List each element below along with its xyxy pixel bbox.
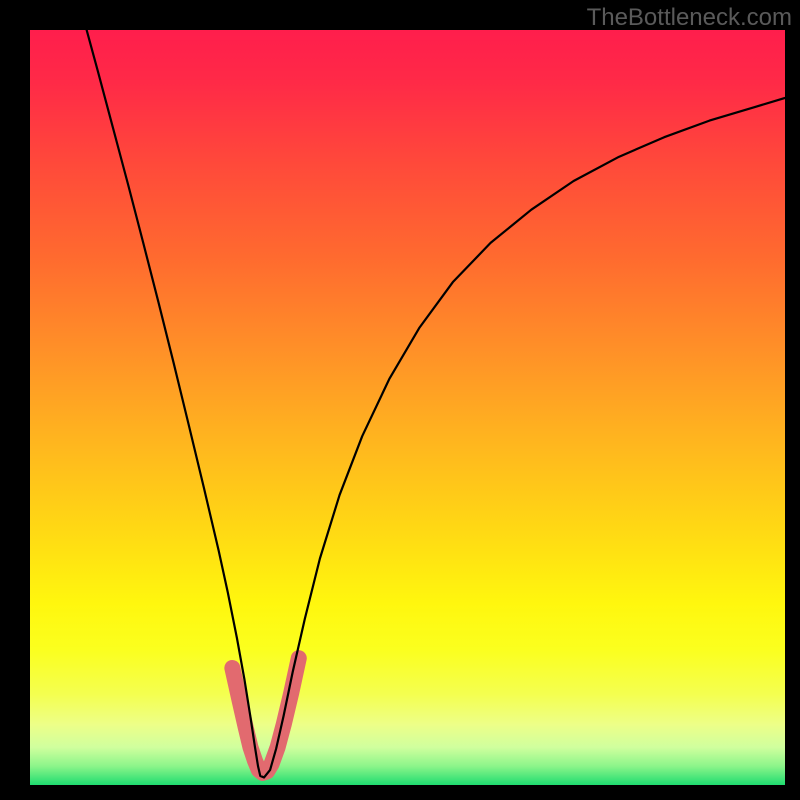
bottleneck-chart-svg (0, 0, 800, 800)
plot-area (30, 30, 785, 785)
gradient-background (30, 30, 785, 785)
chart-canvas: TheBottleneck.com (0, 0, 800, 800)
attribution-label: TheBottleneck.com (587, 4, 792, 32)
